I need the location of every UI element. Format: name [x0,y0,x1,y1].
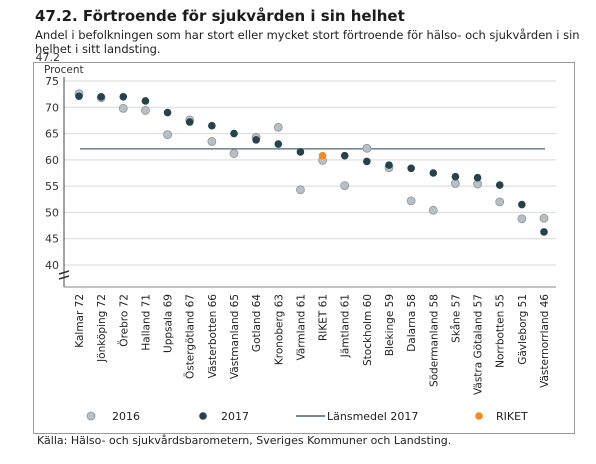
point-2016 [163,130,172,140]
chart-title: 47.2. Förtroende för sjukvården i sin he… [35,7,405,25]
legend-marker-riket [475,412,483,420]
point-2017 [141,97,150,105]
x-tick-label: Halland 71 [140,294,152,351]
x-tick-label: Stockholm 60 [362,294,374,366]
point-2016 [296,185,305,195]
point-2016 [539,213,549,223]
x-tick-label: Skåne 57 [449,294,462,343]
chart-frame [33,62,575,434]
x-tick-label: Värmland 61 [295,294,307,361]
legend-marker-2017 [199,412,207,420]
point-2016 [340,181,350,191]
legend-marker-2016 [86,411,96,421]
point-2016 [428,205,438,215]
point-2017-riket [318,151,327,160]
y-tick-label: 60 [45,154,59,167]
point-2017 [230,129,238,138]
point-2016 [451,179,460,188]
y-tick-label: 40 [45,259,59,272]
legend-label-riket: RIKET [496,410,528,423]
y-axis-title: Procent [44,64,84,76]
point-2017 [274,140,283,148]
axis-break-mark [58,275,70,280]
y-tick-label: 55 [45,180,59,193]
point-2017 [385,161,393,169]
x-tick-label: Västmanland 65 [229,294,241,379]
point-2017 [185,118,194,126]
x-tick-label: Gotland 64 [251,294,263,352]
x-tick-label: Norrbotten 55 [495,294,507,368]
point-2016 [495,197,505,207]
x-axis-labels: Kalmar 72 Jönköping 72 Örebro 72 Halland 71… [74,294,551,395]
y-tick-label: 45 [45,233,59,246]
data-points [74,89,549,236]
point-2017 [473,173,482,182]
point-2016 [517,214,527,224]
y-tick-label: 65 [45,128,59,141]
x-tick-label: Södermanland 58 [428,294,440,387]
point-2017 [252,136,260,144]
point-2017 [495,181,504,189]
x-tick-label: Uppsala 69 [163,294,175,353]
chart-subtitle: Andel i befolkningen som har stort eller… [35,28,580,56]
point-2017 [208,121,216,130]
point-2016 [406,196,416,206]
source-note: Källa: Hälso- och sjukvårdsbarometern, S… [37,434,452,447]
point-2017 [451,172,460,181]
point-2016 [273,122,283,132]
point-2017 [518,200,526,209]
point-2016 [207,137,217,146]
point-2017 [97,92,105,101]
legend-label-2016: 2016 [112,410,140,423]
x-tick-label: Östergötland 67 [184,294,197,379]
point-2017 [429,169,438,177]
point-2017 [540,228,548,236]
x-tick-label: Kronoberg 63 [273,294,285,365]
point-2016 [362,143,372,153]
x-tick-label: Västra Götaland 57 [473,294,485,395]
point-2016 [141,106,150,115]
x-tick-label: Västerbotten 66 [207,294,219,379]
point-2016 [118,103,128,113]
x-tick-label: Dalarna 58 [406,294,418,352]
x-tick-label: Kalmar 72 [74,294,86,348]
point-2017 [363,157,371,166]
x-tick-label: Jämtland 61 [340,294,352,358]
legend-label-2017: 2017 [221,410,249,423]
x-tick-label: Västernorrland 46 [539,294,551,388]
y-tick-label: 70 [45,101,59,114]
x-tick-label: Blekinge 59 [384,294,396,356]
legend-label-lansmedel: Länsmedel 2017 [327,410,418,423]
legend: 2016 2017 Länsmedel 2017 RIKET [86,410,528,423]
point-2017 [340,151,349,160]
x-tick-label: Jönköping 72 [96,294,108,363]
x-tick-label: Örebro 72 [117,294,130,347]
axis-break-mark [58,270,70,275]
point-2017 [296,148,305,156]
point-2017 [75,92,83,101]
x-tick-label: Gävleborg 51 [517,294,529,365]
point-2017 [163,108,172,117]
y-tick-label: 50 [45,206,59,219]
point-2016 [229,149,239,158]
point-2017 [119,92,128,101]
x-tick-label: RIKET 61 [318,294,330,341]
y-tick-label: 47.2 [36,51,61,64]
gridlines [64,80,556,266]
point-2017 [407,164,415,173]
y-tick-label: 75 [45,75,59,88]
